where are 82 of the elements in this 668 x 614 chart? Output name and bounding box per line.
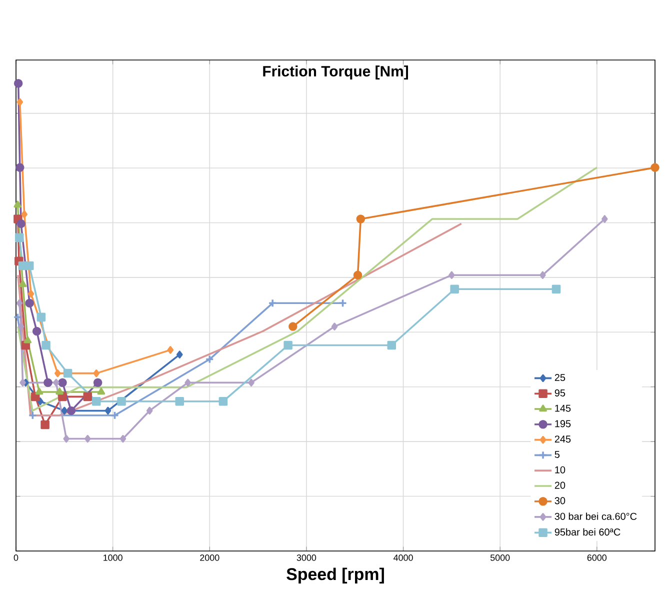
point bbox=[42, 340, 50, 350]
point bbox=[92, 396, 101, 406]
point bbox=[21, 210, 28, 218]
point bbox=[218, 396, 228, 406]
point bbox=[175, 396, 184, 406]
legend-label: 245 bbox=[554, 436, 571, 443]
point bbox=[63, 368, 72, 378]
point bbox=[14, 200, 22, 208]
legend-label: 30 bbox=[554, 497, 566, 504]
x-tick-label: 3000 bbox=[296, 554, 316, 561]
legend-label: 145 bbox=[555, 404, 571, 412]
point bbox=[66, 406, 76, 416]
point bbox=[448, 271, 455, 279]
point bbox=[184, 378, 191, 387]
point bbox=[58, 378, 67, 388]
point bbox=[353, 270, 362, 280]
point bbox=[288, 322, 298, 331]
point bbox=[40, 420, 50, 430]
x-tick-label: 2000 bbox=[200, 554, 220, 561]
point bbox=[268, 298, 277, 308]
point bbox=[552, 284, 561, 294]
x-axis-title: Speed [rpm] bbox=[286, 568, 384, 584]
x-tick-label: 0 bbox=[14, 554, 18, 561]
point bbox=[16, 219, 26, 228]
legend-label: 95 bbox=[554, 389, 566, 396]
x-tick-label: 5000 bbox=[490, 554, 510, 561]
point bbox=[84, 434, 91, 443]
x-tick-label: 1000 bbox=[104, 554, 122, 561]
point bbox=[97, 388, 106, 395]
point bbox=[25, 298, 34, 308]
point bbox=[602, 215, 608, 223]
legend-label: 5 bbox=[554, 450, 560, 458]
x-tick-label: 4000 bbox=[394, 554, 413, 561]
point bbox=[176, 350, 183, 358]
point bbox=[61, 406, 68, 415]
point bbox=[167, 346, 174, 354]
point bbox=[205, 354, 214, 364]
chart-title: Friction Torque [Nm] bbox=[263, 66, 408, 80]
legend-label: 30 bar bei ca.60°C bbox=[554, 512, 637, 520]
legend-label: 20 bbox=[554, 482, 566, 489]
point bbox=[387, 340, 396, 350]
point bbox=[540, 271, 546, 279]
point bbox=[117, 396, 126, 406]
point bbox=[650, 163, 660, 172]
point bbox=[63, 434, 70, 443]
point bbox=[120, 434, 126, 443]
point bbox=[331, 322, 338, 330]
point bbox=[14, 78, 23, 88]
point bbox=[15, 233, 24, 242]
legend-label: 10 bbox=[555, 466, 566, 474]
point bbox=[450, 284, 459, 294]
point bbox=[146, 406, 153, 415]
point bbox=[93, 378, 102, 388]
point bbox=[28, 411, 38, 420]
point bbox=[56, 388, 64, 395]
point bbox=[44, 378, 52, 388]
point bbox=[16, 299, 23, 308]
point bbox=[37, 397, 44, 406]
point bbox=[284, 340, 292, 350]
point bbox=[28, 290, 34, 298]
point bbox=[24, 336, 32, 344]
point bbox=[36, 312, 46, 322]
point bbox=[54, 369, 61, 378]
legend-label: 195 bbox=[555, 420, 571, 428]
point bbox=[16, 98, 24, 106]
x-tick-label: 6000 bbox=[587, 554, 607, 561]
point bbox=[20, 378, 26, 387]
point bbox=[35, 388, 44, 395]
point bbox=[32, 326, 42, 336]
point bbox=[93, 369, 100, 378]
point bbox=[18, 322, 24, 330]
point bbox=[18, 280, 27, 288]
legend-label: 95bar bei 60ªC bbox=[554, 528, 620, 536]
point bbox=[356, 214, 366, 224]
point bbox=[24, 261, 34, 270]
point bbox=[110, 411, 120, 420]
point bbox=[15, 163, 24, 172]
point bbox=[83, 392, 92, 402]
point bbox=[104, 406, 112, 415]
point bbox=[248, 378, 254, 387]
legend-label: 25 bbox=[554, 374, 566, 382]
point bbox=[53, 378, 60, 387]
